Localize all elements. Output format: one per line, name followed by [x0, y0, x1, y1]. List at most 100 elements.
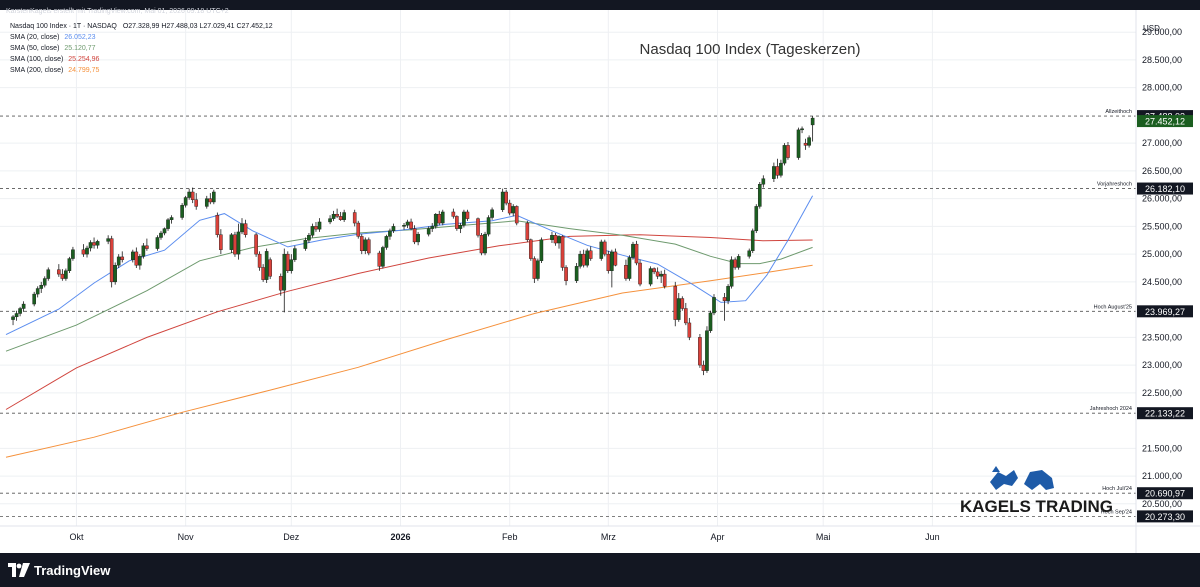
candle-body — [377, 252, 382, 267]
candle-body — [662, 273, 667, 287]
candle — [673, 281, 678, 327]
candle — [317, 218, 322, 232]
candle — [747, 248, 752, 259]
legend: Nasdaq 100 Index · 1T · NASDAQ O27.328,9… — [10, 23, 273, 74]
candle — [261, 264, 265, 282]
candle — [676, 292, 681, 322]
y-tick-label: 28.000,00 — [1142, 83, 1182, 93]
candle-body — [412, 228, 417, 243]
candle-body — [67, 258, 72, 271]
candle — [335, 208, 339, 219]
y-tick-label: 25.000,00 — [1142, 249, 1182, 259]
candle-body — [261, 267, 265, 280]
candle — [433, 213, 438, 229]
sma20-line — [5, 195, 814, 336]
candle — [662, 269, 667, 289]
candle — [610, 249, 614, 288]
legend-symbol: Nasdaq 100 Index · 1T · NASDAQ — [10, 23, 117, 30]
candle — [803, 138, 808, 150]
candle — [169, 215, 174, 224]
candle — [155, 235, 160, 251]
candle-body — [729, 259, 734, 287]
candle-body — [613, 251, 618, 266]
y-tick-label: 21.500,00 — [1142, 443, 1182, 453]
candle — [810, 116, 815, 142]
candle — [356, 220, 361, 239]
candle-body — [803, 142, 808, 146]
candle-body — [525, 222, 530, 240]
candle-body — [610, 251, 614, 271]
candle — [32, 291, 36, 307]
candle-body — [85, 247, 89, 255]
candle — [402, 223, 406, 230]
credit-bar: KarstenKagels erstellt mit TradingView.c… — [0, 0, 1200, 15]
candle — [352, 209, 357, 227]
candle-body — [606, 253, 611, 271]
candle — [736, 254, 741, 270]
candle — [775, 158, 780, 179]
candle — [557, 235, 561, 249]
candle-body — [416, 233, 420, 243]
candle-body — [240, 223, 244, 233]
candle-body — [18, 308, 22, 314]
candle — [599, 239, 604, 261]
candle — [233, 231, 237, 257]
candle-body — [476, 218, 480, 236]
candle-body — [310, 226, 315, 236]
candle-body — [32, 293, 36, 305]
price-badges: 27.488,0326.182,1023.969,2722.133,2220.6… — [1137, 110, 1193, 523]
candle-body — [532, 258, 537, 279]
y-tick-label: 25.500,00 — [1142, 221, 1182, 231]
candle-body — [514, 206, 519, 224]
x-tick-label: Mai — [816, 532, 831, 542]
chart-title: Nasdaq 100 Index (Tageskerzen) — [640, 41, 861, 58]
candle-body — [194, 199, 199, 207]
candle — [701, 360, 706, 376]
candle — [659, 270, 663, 283]
candle-body — [800, 128, 804, 131]
candle — [257, 251, 262, 271]
candle — [183, 195, 188, 208]
y-tick-label: 26.500,00 — [1142, 166, 1182, 176]
candle-body — [539, 239, 544, 261]
candle — [687, 317, 692, 341]
candle-body — [21, 303, 26, 309]
candle-body — [705, 330, 709, 371]
candle — [384, 234, 389, 250]
candle — [367, 237, 371, 256]
candle-body — [564, 267, 568, 281]
candle — [796, 127, 801, 160]
candle — [331, 210, 336, 221]
legend-sma100: SMA (100, close) 25.254,96 — [10, 56, 100, 63]
candle — [712, 294, 716, 316]
candle-body — [116, 256, 121, 266]
candle-body — [46, 269, 51, 279]
candle-body — [430, 226, 435, 229]
tradingview-logo[interactable]: TradingView — [8, 563, 110, 578]
candle-body — [229, 234, 234, 250]
grid — [0, 10, 1136, 526]
candle-body — [680, 298, 685, 309]
candle-body — [64, 270, 68, 279]
candle — [92, 237, 96, 249]
candle — [64, 268, 68, 281]
level-price-badge — [1137, 487, 1193, 500]
candle-body — [648, 268, 653, 285]
moving-averages — [5, 195, 814, 458]
watermark-text: KAGELS TRADING — [960, 497, 1113, 516]
x-tick-label: Dez — [283, 532, 300, 542]
candle — [363, 237, 368, 255]
candle — [476, 217, 480, 238]
candle-body — [409, 221, 413, 229]
candle-body — [282, 253, 287, 291]
candle — [648, 266, 653, 287]
price-chart[interactable]: Allzeithoch Vorjahreshoch Hoch August'25 Ja… — [0, 10, 1200, 553]
tradingview-icon — [8, 563, 30, 577]
candle — [536, 258, 540, 281]
candle-body — [204, 198, 209, 207]
candle-body — [560, 236, 565, 268]
candle — [483, 231, 487, 256]
candle-body — [634, 243, 639, 264]
candle — [381, 245, 385, 269]
